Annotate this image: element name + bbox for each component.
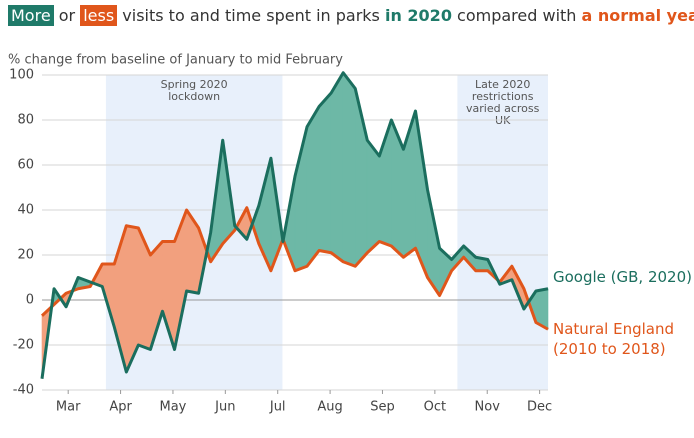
shaded-band	[457, 75, 548, 390]
series-line	[40, 71, 549, 379]
x-tick-label: May	[160, 400, 187, 415]
y-tick-label: 100	[9, 68, 34, 83]
series-line	[40, 206, 549, 331]
fill-segment	[391, 119, 404, 258]
band-label: lockdown	[168, 90, 220, 103]
y-tick-label: -20	[13, 338, 34, 353]
title-part: in 2020	[384, 6, 452, 25]
fill-segment	[330, 71, 344, 263]
title-part: a normal year	[581, 6, 694, 25]
x-tick-label: Dec	[527, 400, 552, 415]
title-part: visits to and time spent in parks	[117, 6, 385, 25]
x-tick-label: Aug	[317, 400, 342, 415]
y-tick-label: 20	[17, 248, 34, 263]
y-tick-label: 60	[17, 158, 34, 173]
y-tick-label: -40	[13, 383, 34, 398]
y-tick-label: 80	[17, 113, 34, 128]
x-tick-label: Apr	[109, 400, 132, 415]
x-tick-label: Jul	[269, 400, 286, 415]
x-tick-label: Mar	[56, 400, 81, 415]
fill-segment	[318, 92, 332, 254]
chart-title: More or less visits to and time spent in…	[8, 5, 694, 26]
title-part: or	[53, 6, 81, 25]
x-tick-label: Jun	[214, 400, 235, 415]
band-label: varied across	[466, 102, 540, 115]
band-label: restrictions	[472, 90, 534, 103]
band-label: Late 2020	[475, 78, 530, 91]
y-axis-label: % change from baseline of January to mid…	[8, 53, 343, 68]
fill-segment	[366, 139, 380, 254]
x-tick-label: Sep	[370, 400, 395, 415]
series-label: Google (GB, 2020)	[553, 267, 692, 286]
y-tick-label: 0	[26, 293, 34, 308]
fill-segment	[306, 105, 320, 268]
fill-segment	[342, 71, 356, 267]
y-tick-label: 40	[17, 203, 34, 218]
title-part: less	[80, 5, 118, 26]
fill-between	[41, 71, 549, 379]
x-tick-label: Nov	[475, 400, 501, 415]
band-label: Spring 2020	[161, 78, 228, 91]
series-label: Natural England (2010 to 2018)	[553, 320, 674, 359]
title-part: compared with	[451, 6, 582, 25]
x-tick-label: Oct	[424, 400, 446, 415]
title-part: More	[8, 5, 54, 26]
